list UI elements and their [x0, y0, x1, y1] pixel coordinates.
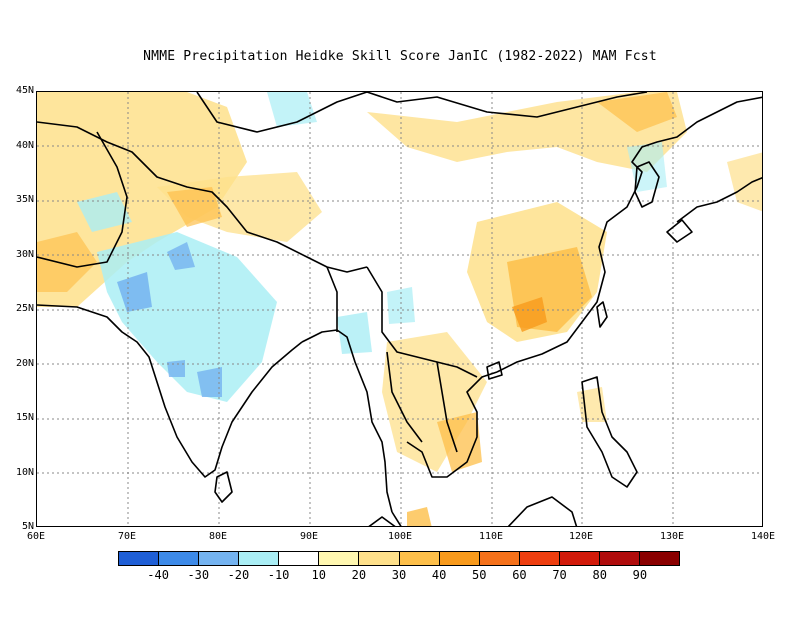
colorbar-label: 20 — [351, 568, 367, 582]
lon-label-110e: 110E — [478, 531, 504, 542]
lat-label-15n: 15N — [15, 412, 34, 423]
coastlines — [37, 92, 762, 526]
map-title: NMME Precipitation Heidke Skill Score Ja… — [143, 49, 657, 64]
colorbar-label: 80 — [592, 568, 607, 582]
lat-label-30n: 30N — [15, 249, 34, 260]
colorbar-swatch — [599, 552, 641, 565]
colorbar-label: -10 — [267, 568, 290, 582]
colorbar-swatch — [519, 552, 560, 565]
lon-label-120e: 120E — [568, 531, 594, 542]
colorbar-label: 70 — [552, 568, 567, 582]
colorbar-swatch — [439, 552, 480, 565]
colorbar-label: 60 — [512, 568, 527, 582]
lon-label-140e: 140E — [750, 531, 776, 542]
colorbar — [118, 551, 680, 566]
colorbar-swatch — [119, 552, 160, 565]
colorbar-label: -20 — [227, 568, 250, 582]
colorbar-label: 30 — [391, 568, 407, 582]
lat-label-20n: 20N — [15, 358, 34, 369]
colorbar-swatch — [319, 552, 360, 565]
colorbar-swatch — [479, 552, 520, 565]
lat-label-25n: 25N — [15, 303, 34, 314]
lon-label-70e: 70E — [117, 531, 137, 542]
skill-shading — [37, 92, 762, 526]
map-panel — [36, 91, 763, 527]
colorbar-label: 90 — [632, 568, 648, 582]
lon-label-90e: 90E — [299, 531, 319, 542]
lon-label-100e: 100E — [387, 531, 413, 542]
lat-label-10n: 10N — [15, 467, 34, 478]
colorbar-swatch — [559, 552, 600, 565]
colorbar-swatch — [239, 552, 280, 565]
colorbar-label: -40 — [147, 568, 169, 582]
lon-label-80e: 80E — [208, 531, 228, 542]
colorbar-swatch — [279, 552, 320, 565]
colorbar-label: 50 — [472, 568, 487, 582]
lon-label-60e: 60E — [26, 531, 46, 542]
lat-label-45n: 45N — [15, 85, 34, 96]
lat-label-40n: 40N — [15, 140, 34, 151]
colorbar-swatch — [199, 552, 240, 565]
colorbar-swatch — [159, 552, 200, 565]
lat-label-35n: 35N — [15, 194, 34, 205]
colorbar-swatch — [359, 552, 400, 565]
colorbar-label: 40 — [431, 568, 447, 582]
colorbar-swatch — [640, 552, 680, 565]
colorbar-label: -30 — [187, 568, 210, 582]
colorbar-swatch — [399, 552, 440, 565]
map-svg — [37, 92, 762, 526]
lat-label-5n: 5N — [21, 521, 34, 532]
colorbar-label: 10 — [311, 568, 326, 582]
lon-label-130e: 130E — [659, 531, 685, 542]
